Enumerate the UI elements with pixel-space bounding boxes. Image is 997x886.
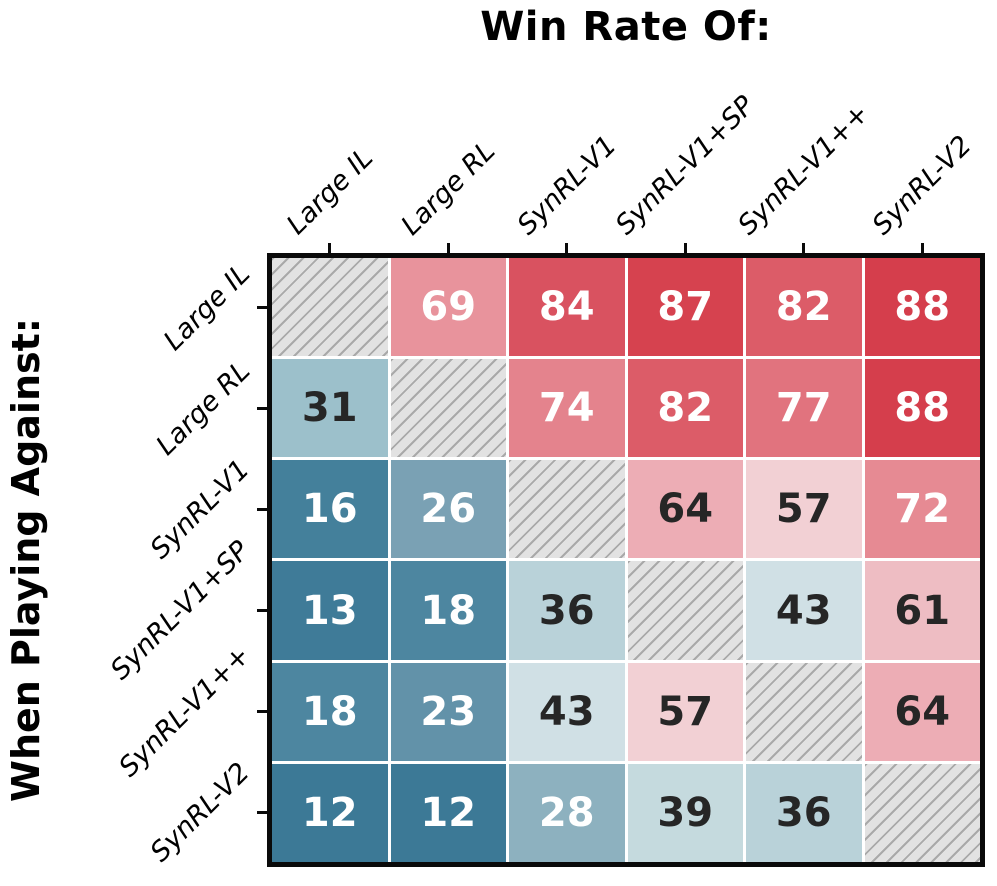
heatmap-cell: 84 bbox=[509, 258, 625, 357]
heatmap-cell: 36 bbox=[509, 561, 625, 660]
heatmap-cell: 64 bbox=[864, 662, 980, 761]
heatmap-cell: 16 bbox=[272, 460, 388, 559]
row-label: Large IL bbox=[157, 257, 256, 357]
row-tick bbox=[257, 507, 267, 511]
heatmap-cell: 64 bbox=[627, 460, 743, 559]
col-tick bbox=[920, 243, 924, 253]
heatmap-cell: 43 bbox=[509, 662, 625, 761]
diagonal-hatch-cell bbox=[864, 763, 980, 862]
heatmap-cell: 43 bbox=[746, 561, 862, 660]
heatmap-cell: 18 bbox=[272, 662, 388, 761]
heatmap-cell: 23 bbox=[390, 662, 506, 761]
heatmap-cell: 88 bbox=[864, 258, 980, 357]
row-tick bbox=[257, 811, 267, 815]
col-label: Large IL bbox=[280, 142, 379, 241]
diagonal-hatch-cell bbox=[390, 359, 506, 458]
heatmap-cell: 26 bbox=[390, 460, 506, 559]
col-label: SynRL-V1++ bbox=[732, 97, 876, 241]
heatmap-cell: 88 bbox=[864, 359, 980, 458]
col-tick bbox=[802, 243, 806, 253]
heatmap-cell: 57 bbox=[746, 460, 862, 559]
col-tick bbox=[683, 243, 687, 253]
heatmap-cell: 13 bbox=[272, 561, 388, 660]
diagonal-hatch-cell bbox=[627, 561, 743, 660]
chart-title: Win Rate Of: bbox=[480, 4, 772, 50]
heatmap-cell: 18 bbox=[390, 561, 506, 660]
row-tick bbox=[257, 406, 267, 410]
heatmap-cell: 77 bbox=[746, 359, 862, 458]
heatmap-cell: 57 bbox=[627, 662, 743, 761]
heatmap-cell: 39 bbox=[627, 763, 743, 862]
heatmap-cell: 74 bbox=[509, 359, 625, 458]
diagonal-hatch-cell bbox=[272, 258, 388, 357]
col-label: SynRL-V1 bbox=[511, 129, 623, 241]
heatmap-cell: 31 bbox=[272, 359, 388, 458]
heatmap-cell: 12 bbox=[272, 763, 388, 862]
row-tick bbox=[257, 710, 267, 714]
y-axis-title: When Playing Against: bbox=[4, 318, 48, 802]
row-tick bbox=[257, 609, 267, 613]
col-label: SynRL-V2 bbox=[866, 129, 978, 241]
row-tick bbox=[257, 305, 267, 309]
diagonal-hatch-cell bbox=[509, 460, 625, 559]
heatmap: 69 84 87 82 88 31 74 82 77 88 16 26 64 57 72 13 18 36 43 61… bbox=[267, 253, 985, 867]
heatmap-cell: 69 bbox=[390, 258, 506, 357]
heatmap-cell: 61 bbox=[864, 561, 980, 660]
col-label: Large RL bbox=[395, 135, 502, 241]
heatmap-cell: 12 bbox=[390, 763, 506, 862]
y-axis-title-wrap: When Playing Against: bbox=[0, 253, 52, 867]
heatmap-cell: 82 bbox=[627, 359, 743, 458]
heatmap-cell: 28 bbox=[509, 763, 625, 862]
diagonal-hatch-cell bbox=[746, 662, 862, 761]
row-label: SynRL-V2 bbox=[144, 757, 256, 869]
col-tick bbox=[328, 243, 332, 253]
row-label: Large RL bbox=[150, 355, 256, 462]
heatmap-cell: 82 bbox=[746, 258, 862, 357]
col-tick bbox=[446, 243, 450, 253]
heatmap-cell: 36 bbox=[746, 763, 862, 862]
heatmap-cell: 87 bbox=[627, 258, 743, 357]
heatmap-cell: 72 bbox=[864, 460, 980, 559]
col-tick bbox=[565, 243, 569, 253]
